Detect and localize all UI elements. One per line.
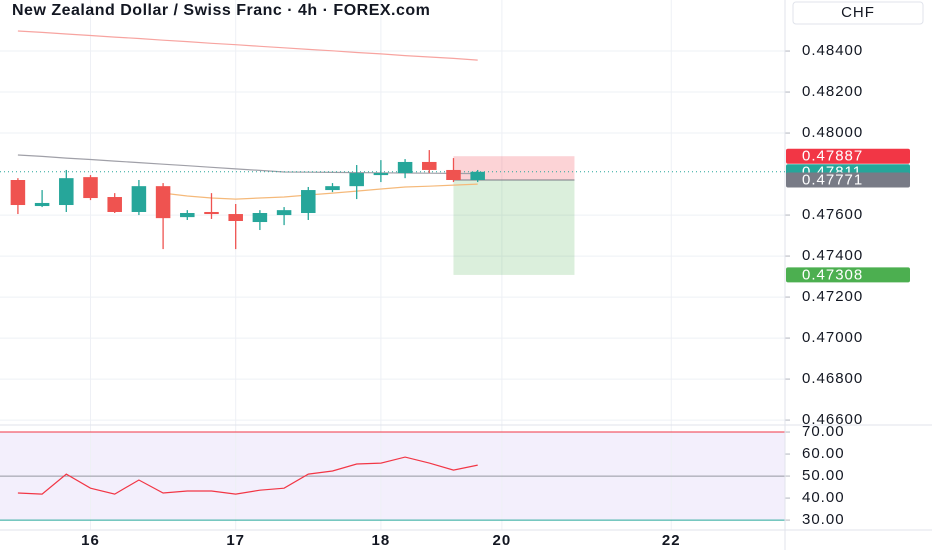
candle-body	[107, 197, 122, 212]
price-tag	[786, 172, 910, 188]
y-tick-label: 0.46600	[802, 411, 863, 428]
y-tick-label: 0.48000	[802, 124, 863, 141]
candle-body	[349, 173, 364, 187]
x-tick-label: 17	[226, 532, 245, 549]
rsi-line	[17, 456, 478, 495]
price-tag	[786, 267, 910, 283]
candle-body	[446, 169, 461, 181]
y-tick-label: 0.48200	[802, 83, 863, 100]
candle-body	[59, 178, 74, 206]
candle-body	[155, 186, 171, 219]
candle-body	[34, 202, 50, 207]
candle-body	[301, 190, 316, 214]
moving-average	[17, 30, 478, 61]
price-tag-label: 0.47308	[802, 266, 863, 283]
candle-body	[276, 210, 292, 216]
candle-body	[180, 213, 195, 218]
x-tick-label: 16	[81, 532, 100, 549]
candle-body	[325, 186, 340, 191]
candle-body	[83, 177, 98, 199]
y-tick-label: 40.00	[802, 489, 845, 506]
candle-body	[397, 161, 413, 174]
y-tick-label: 0.47000	[802, 329, 863, 346]
currency-box	[792, 1, 924, 25]
candle-body	[373, 173, 389, 176]
candle-body	[10, 180, 26, 206]
chart-title: New Zealand Dollar / Swiss Franc · 4h · …	[12, 2, 430, 19]
price-tag	[786, 148, 910, 164]
y-tick-label: 60.00	[802, 445, 845, 462]
y-tick-label: 70.00	[802, 423, 845, 440]
candle-body	[131, 186, 147, 212]
moving-average	[163, 183, 478, 200]
y-tick-label: 0.48400	[802, 42, 863, 59]
currency-label: CHF	[841, 4, 875, 21]
x-tick-label: 20	[493, 532, 512, 549]
x-tick-label: 18	[372, 532, 391, 549]
x-tick-label: 22	[662, 532, 681, 549]
y-tick-label: 0.46800	[802, 370, 863, 387]
candle-body	[228, 214, 243, 222]
y-tick-label: 50.00	[802, 467, 845, 484]
y-tick-label: 0.47200	[802, 288, 863, 305]
candle-body	[252, 213, 268, 223]
y-tick-label: 0.47600	[802, 206, 863, 223]
price-tag-label: 0.47771	[802, 171, 863, 188]
candle-body	[204, 211, 219, 215]
candle-body	[422, 161, 437, 170]
target-zone	[453, 180, 575, 275]
price-tag-label: 0.47887	[802, 148, 863, 165]
y-tick-label: 0.47400	[802, 247, 863, 264]
y-tick-label: 30.00	[802, 511, 845, 528]
candle-body	[470, 171, 485, 181]
